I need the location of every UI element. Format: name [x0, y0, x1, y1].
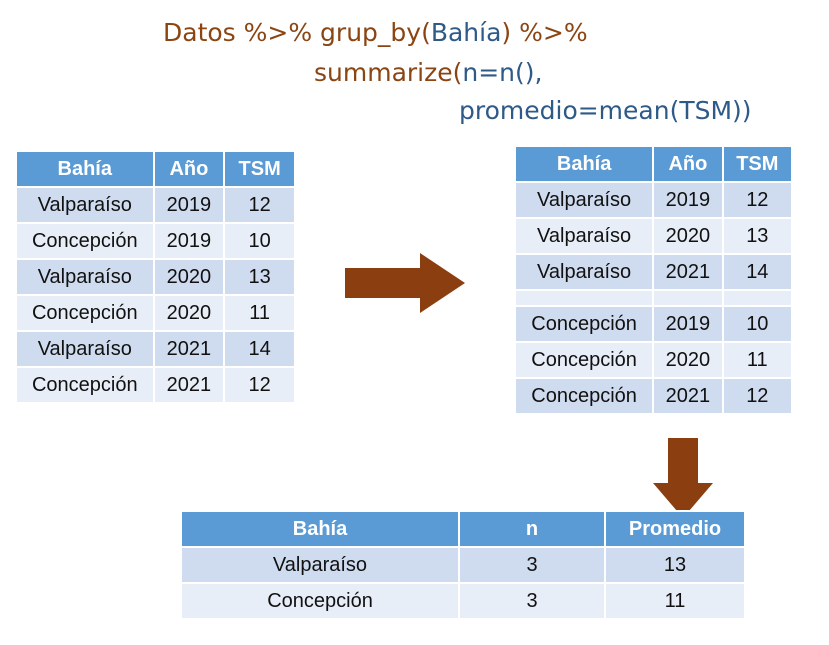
- cell-tsm: 11: [225, 296, 294, 330]
- cell-ano: 2020: [154, 296, 224, 330]
- cell-ano: 2020: [154, 260, 224, 294]
- cell-tsm: 14: [225, 332, 294, 366]
- cell-tsm: 12: [225, 188, 294, 222]
- cell-bahia: Valparaíso: [516, 219, 653, 253]
- cell-ano: 2019: [154, 224, 224, 258]
- cell-bahia: Concepción: [17, 368, 153, 402]
- cell-bahia: Valparaíso: [182, 548, 458, 582]
- cell-n: 3: [460, 584, 604, 618]
- cell-bahia: Concepción: [182, 584, 458, 618]
- cell-bahia: Valparaíso: [17, 260, 153, 294]
- header-ano: Año: [654, 147, 722, 181]
- cell-ano: 2021: [154, 368, 224, 402]
- table-row: Concepción 2020 11: [516, 343, 791, 377]
- header-bahia: Bahía: [17, 152, 153, 186]
- table-row: Concepción 2019 10: [17, 224, 294, 258]
- table-row: Concepción 2019 10: [516, 307, 791, 341]
- table-row: Valparaíso 3 13: [182, 548, 744, 582]
- table-row: Concepción 3 11: [182, 584, 744, 618]
- code-arg-promedio: promedio=mean(TSM)): [459, 96, 752, 125]
- summary-table: Bahía n Promedio Valparaíso 3 13 Concepc…: [180, 510, 746, 620]
- table-row: Concepción 2020 11: [17, 296, 294, 330]
- cell-ano: 2021: [154, 332, 224, 366]
- code-line-3: promedio=mean(TSM)): [459, 98, 752, 123]
- cell-ano: 2021: [654, 379, 722, 413]
- code-arg-n: n=n(),: [462, 58, 543, 87]
- cell-tsm: 12: [225, 368, 294, 402]
- header-ano: Año: [154, 152, 224, 186]
- code-fn-summarize: summarize(: [314, 58, 463, 87]
- header-promedio: Promedio: [606, 512, 744, 546]
- table-row: Valparaíso 2019 12: [17, 188, 294, 222]
- down-arrow-icon: [653, 438, 713, 518]
- right-arrow-icon: [345, 253, 465, 313]
- input-table-header: Bahía Año TSM: [17, 152, 294, 186]
- group-separator-row: [516, 291, 791, 305]
- cell-n: 3: [460, 548, 604, 582]
- cell-tsm: 10: [723, 307, 791, 341]
- header-bahia: Bahía: [516, 147, 653, 181]
- cell-promedio: 11: [606, 584, 744, 618]
- cell-tsm: 13: [723, 219, 791, 253]
- header-n: n: [460, 512, 604, 546]
- table-row: Valparaíso 2019 12: [516, 183, 791, 217]
- cell-tsm: 11: [723, 343, 791, 377]
- cell-bahia: Concepción: [516, 307, 653, 341]
- cell-ano: 2020: [654, 219, 722, 253]
- grouped-table-header: Bahía Año TSM: [516, 147, 791, 181]
- code-pipe: ) %>%: [501, 18, 588, 47]
- header-tsm: TSM: [225, 152, 294, 186]
- cell-bahia: Valparaíso: [516, 255, 653, 289]
- cell-bahia: Concepción: [516, 343, 653, 377]
- code-line-1: Datos %>% grup_by(Bahía) %>%: [163, 20, 588, 45]
- cell-promedio: 13: [606, 548, 744, 582]
- table-row: Valparaíso 2021 14: [516, 255, 791, 289]
- cell-bahia: Valparaíso: [516, 183, 653, 217]
- input-table: Bahía Año TSM Valparaíso 2019 12 Concepc…: [15, 150, 296, 404]
- cell-tsm: 13: [225, 260, 294, 294]
- table-row: Concepción 2021 12: [516, 379, 791, 413]
- cell-ano: 2021: [654, 255, 722, 289]
- summary-table-header: Bahía n Promedio: [182, 512, 744, 546]
- table-row: Valparaíso 2020 13: [17, 260, 294, 294]
- cell-tsm: 14: [723, 255, 791, 289]
- header-tsm: TSM: [723, 147, 791, 181]
- code-arg-bahia: Bahía: [430, 18, 502, 47]
- header-bahia: Bahía: [182, 512, 458, 546]
- cell-bahia: Concepción: [17, 296, 153, 330]
- cell-ano: 2019: [654, 307, 722, 341]
- code-fn-group-by: Datos %>% grup_by(: [163, 18, 431, 47]
- cell-bahia: Valparaíso: [17, 188, 153, 222]
- cell-tsm: 10: [225, 224, 294, 258]
- cell-tsm: 12: [723, 183, 791, 217]
- cell-ano: 2020: [654, 343, 722, 377]
- cell-bahia: Concepción: [17, 224, 153, 258]
- code-line-2: summarize(n=n(),: [314, 60, 542, 85]
- table-row: Valparaíso 2020 13: [516, 219, 791, 253]
- grouped-table: Bahía Año TSM Valparaíso 2019 12 Valpara…: [514, 145, 793, 415]
- table-row: Valparaíso 2021 14: [17, 332, 294, 366]
- cell-bahia: Valparaíso: [17, 332, 153, 366]
- table-row: Concepción 2021 12: [17, 368, 294, 402]
- cell-tsm: 12: [723, 379, 791, 413]
- cell-ano: 2019: [654, 183, 722, 217]
- cell-ano: 2019: [154, 188, 224, 222]
- cell-bahia: Concepción: [516, 379, 653, 413]
